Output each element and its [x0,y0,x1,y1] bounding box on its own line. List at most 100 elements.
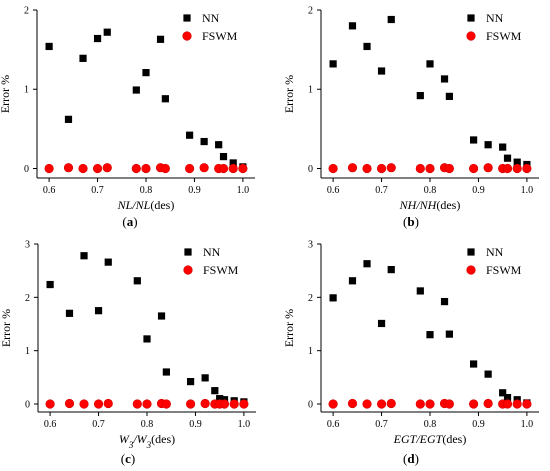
fswm-point [132,399,142,409]
series-fswm [45,398,249,409]
panel-label: (a) [122,214,137,229]
nn-point [445,92,453,100]
legend-label-nn: NN [486,11,504,25]
x-tick-label: 0.9 [188,185,201,196]
fswm-point [386,398,396,409]
legend-label-nn: NN [202,11,220,25]
nn-point [211,387,219,395]
nn-point [219,153,228,161]
fswm-point [376,163,387,174]
x-axis-title-part: (des) [436,198,460,212]
panel-label-part: ) [131,451,135,466]
nn-point [348,277,357,285]
y-tick-label: 1 [24,85,29,96]
panel-label: (d) [403,451,419,466]
legend-nn-marker [183,14,191,22]
panel-label-part: ) [133,214,137,229]
nn-point [377,319,386,328]
fswm-point [522,163,532,174]
y-tick-label: 3 [25,240,30,251]
nn-point [103,28,111,36]
fswm-point [347,398,358,409]
nn-point [416,287,424,295]
fswm-point [199,163,209,173]
legend-fswm-marker [183,265,193,275]
chart-panel-2: 0.6 0.7 0.8 0.9 1.0 0 1 2 Error % NH/NH(des) NN FSW… [282,6,539,229]
series-fswm [328,163,532,174]
nn-point [162,368,170,376]
panel-label: (c) [121,451,135,466]
panel-label-part: ( [122,214,126,229]
fswm-point [131,163,141,174]
nn-point [215,141,223,149]
fswm-point [238,163,248,174]
x-tick-label: 0.9 [472,419,485,430]
panel-label-part: ) [415,214,419,229]
fswm-point [444,163,454,174]
nn-point [94,307,103,315]
x-axis-title: W3/W3(des) [119,432,175,450]
panel-label-part: ( [403,214,407,229]
nn-point [133,277,141,285]
nn-point [104,258,112,266]
x-axis-title-part: NL/NL [117,198,151,212]
fswm-point [78,163,88,174]
fswm-point [92,163,103,174]
nn-point [470,360,478,368]
nn-point [513,158,521,166]
nn-point [142,69,150,77]
x-tick-label: 0.8 [141,419,154,430]
x-tick-label: 1.0 [521,419,534,430]
fswm-point [362,163,372,174]
legend-nn-marker [467,14,475,22]
fswm-point [186,399,196,409]
nn-point [80,252,88,260]
y-tick-label: 1 [308,346,313,357]
y-tick-label: 3 [308,240,313,251]
fswm-point [239,399,249,409]
nn-point [387,266,395,274]
nn-point [426,331,434,339]
fswm-point [141,163,151,174]
legend-fswm-marker [182,31,192,41]
series-fswm [328,398,532,409]
fswm-point [219,399,230,409]
fswm-point [512,163,522,174]
fswm-point [93,399,104,409]
nn-point [416,91,424,100]
fswm-point [425,399,435,409]
fswm-point [483,163,493,173]
fswm-point [200,398,210,409]
y-tick-label: 0 [308,164,313,175]
nn-point [499,389,507,397]
fswm-point [228,163,238,174]
x-tick-label: 0.6 [327,419,340,430]
legend: NN FSWM [183,245,239,277]
fswm-point [328,163,338,174]
fswm-point [142,399,152,409]
panel-label-part: ( [403,451,407,466]
x-axis-title-part: W [119,432,130,446]
nn-point [470,136,478,144]
nn-point [363,42,371,51]
y-tick-label: 2 [24,6,29,17]
fswm-point [103,398,113,409]
fswm-point [376,399,387,409]
x-axis-title: EGT/EGT(des) [393,432,467,446]
x-tick-label: 0.7 [91,185,104,196]
fswm-point [218,163,229,174]
x-tick-label: 0.6 [43,185,56,196]
y-axis-title: Error % [0,309,13,347]
panel-label-part: ( [121,451,125,466]
legend-label-nn: NN [486,245,504,259]
legend-fswm-marker [466,31,476,41]
legend: NN FSWM [466,11,522,43]
panel-label: (b) [403,214,419,229]
nn-point [484,141,492,149]
nn-point [187,378,195,386]
fswm-point [328,399,338,409]
x-tick-label: 0.7 [92,419,105,430]
fswm-point [362,399,372,409]
x-tick-label: 1.0 [237,185,250,196]
